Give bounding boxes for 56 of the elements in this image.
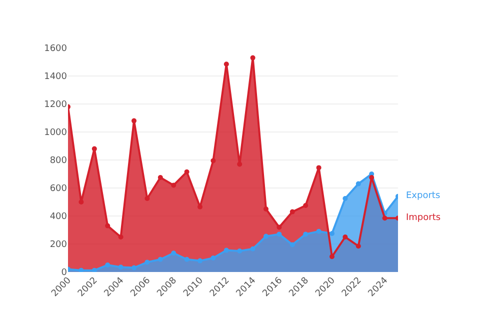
point [132,265,136,270]
point [356,244,361,249]
point [158,175,163,180]
point [250,246,256,252]
point [290,209,295,214]
y-tick-label: 1400 [44,72,68,82]
point [276,224,282,230]
point [264,234,268,239]
point [369,175,374,180]
series-label: Imports [406,213,441,223]
point [303,203,308,208]
point [264,206,268,212]
point [356,181,361,186]
point [118,234,124,240]
point [92,146,97,152]
point [316,228,322,234]
y-tick-label: 800 [50,156,68,166]
point [276,232,282,237]
point [105,223,110,228]
point [198,258,202,264]
y-tick-label: 1600 [44,44,68,54]
point [330,254,334,260]
point [132,118,136,124]
point [330,231,334,236]
y-tick-label: 1200 [44,100,68,110]
point [78,268,84,272]
point [316,165,322,170]
point [171,250,176,256]
point [382,216,388,221]
point [92,268,97,272]
point [118,264,124,270]
point [144,196,150,201]
y-tick-label: 200 [50,240,68,250]
point [144,260,150,265]
point [342,234,348,240]
point [303,232,308,237]
point [290,242,295,248]
point [250,55,256,60]
point [210,158,216,164]
y-tick-label: 1000 [44,128,68,138]
point [171,182,176,188]
point [342,196,348,201]
y-tick-label: 600 [50,184,68,194]
point [237,248,242,254]
point [78,200,84,204]
point [210,256,216,260]
point [184,256,190,262]
series-label: Exports [406,191,440,201]
point [158,256,163,262]
y-tick-label: 0 [61,268,68,278]
point [237,162,242,167]
point [224,248,229,253]
y-tick-label: 400 [50,212,68,222]
point [224,62,229,67]
point [105,262,110,268]
point [184,169,190,174]
